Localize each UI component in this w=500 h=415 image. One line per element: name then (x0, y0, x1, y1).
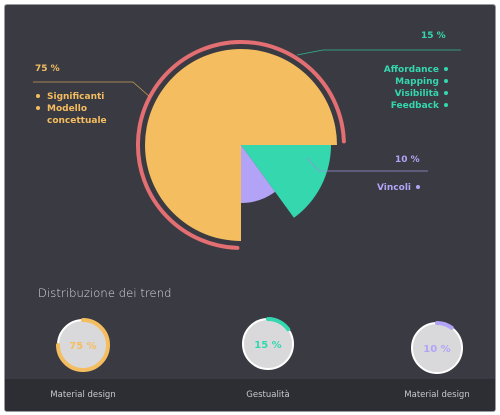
pie-slice-affordance (241, 145, 331, 218)
bullet-vincoli (416, 185, 420, 189)
item-vincoli: Vincoli (377, 183, 411, 193)
leader-line-75 (33, 81, 151, 98)
item-affordance: Affordance (384, 65, 439, 75)
accent-arc (135, 39, 346, 250)
gauge-row: 75 % 15 % 10 % (56, 317, 463, 374)
bullet-mapping (444, 79, 448, 83)
item-visibilita: Visibilità (395, 89, 439, 99)
gauge-15: 15 % (242, 317, 294, 370)
leader-line-10 (306, 157, 428, 172)
pie-chart: 75 % Significanti Modello concettuale 15… (33, 31, 461, 250)
slice-label-10: 10 % (395, 155, 420, 165)
gauge-arc-75 (56, 318, 110, 372)
leader-line-15 (296, 49, 461, 56)
gauge-arc-15 (266, 317, 291, 332)
gauge-value-10: 10 % (423, 344, 450, 355)
gauge-75: 75 % (56, 318, 110, 372)
item-significanti: Significanti (47, 92, 104, 102)
chart-title: Distribuzione dei trend (38, 286, 172, 300)
gauge-value-75: 75 % (69, 341, 96, 352)
bullet-modello (36, 106, 40, 110)
item-modello-concettuale: Modello concettuale (47, 104, 107, 126)
gauge-10: 10 % (411, 321, 463, 374)
chart-panel: 75 % Significanti Modello concettuale 15… (4, 4, 496, 412)
gauge-arc-10 (435, 321, 454, 330)
bullet-feedback (444, 103, 448, 107)
bullet-affordance (444, 67, 448, 71)
item-mapping: Mapping (395, 77, 439, 87)
gauge-value-15: 15 % (254, 340, 281, 351)
gauge-caption-75: Material design (50, 390, 116, 400)
bullet-significanti (36, 94, 40, 98)
slice-label-75: 75 % (35, 64, 60, 74)
footer-bar (5, 379, 495, 411)
gauge-caption-10: Material design (404, 390, 470, 400)
gauge-caption-15: Gestualità (246, 390, 290, 400)
item-feedback: Feedback (391, 101, 440, 111)
slice-label-15: 15 % (421, 31, 446, 41)
bullet-visibilita (444, 91, 448, 95)
pie-slice-vincoli (241, 145, 276, 203)
